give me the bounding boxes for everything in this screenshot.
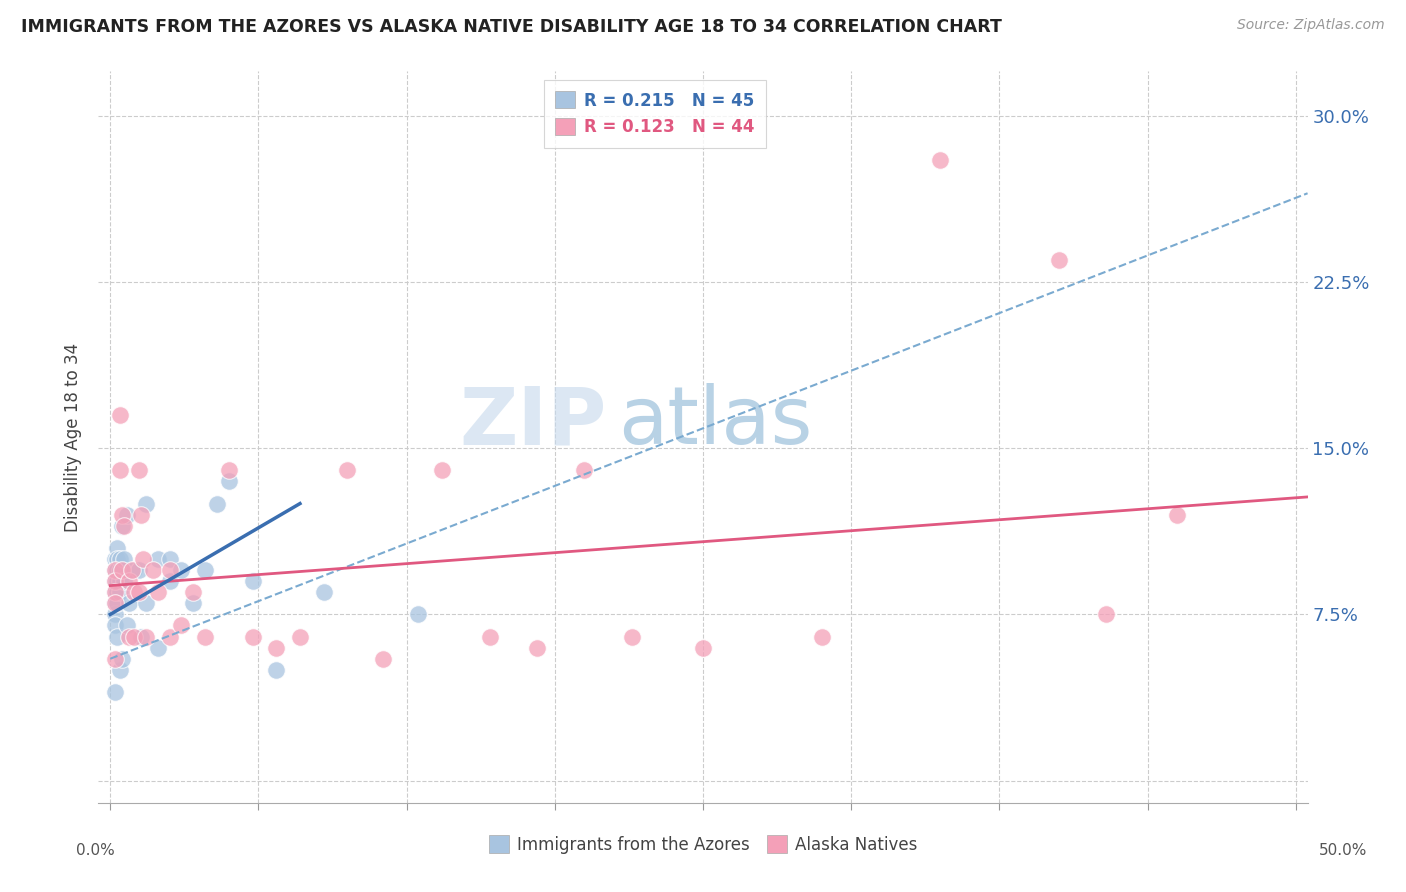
Point bbox=[181, 596, 204, 610]
Point bbox=[478, 630, 501, 644]
Point bbox=[114, 574, 136, 589]
Point bbox=[128, 563, 150, 577]
Text: 0.0%: 0.0% bbox=[76, 843, 115, 858]
Point bbox=[122, 563, 145, 577]
Point bbox=[105, 585, 128, 599]
Point bbox=[105, 574, 128, 589]
Text: ZIP: ZIP bbox=[458, 384, 606, 461]
Point bbox=[408, 607, 430, 622]
Point bbox=[620, 630, 643, 644]
Point bbox=[104, 585, 127, 599]
Point bbox=[122, 585, 145, 599]
Text: 50.0%: 50.0% bbox=[1319, 843, 1367, 858]
Point bbox=[115, 618, 138, 632]
Point bbox=[104, 685, 127, 699]
Point bbox=[132, 552, 155, 566]
Point bbox=[104, 585, 127, 599]
Point bbox=[242, 574, 264, 589]
Point bbox=[104, 596, 127, 610]
Point bbox=[111, 563, 134, 577]
Point bbox=[194, 563, 217, 577]
Point bbox=[122, 630, 145, 644]
Point bbox=[104, 552, 127, 566]
Point bbox=[104, 563, 127, 577]
Point bbox=[115, 508, 138, 522]
Point bbox=[810, 630, 832, 644]
Point bbox=[105, 563, 128, 577]
Point bbox=[105, 552, 128, 566]
Point bbox=[159, 630, 181, 644]
Point bbox=[526, 640, 548, 655]
Point bbox=[104, 607, 127, 622]
Point bbox=[108, 574, 131, 589]
Point bbox=[135, 630, 157, 644]
Point bbox=[111, 651, 134, 665]
Point bbox=[264, 640, 287, 655]
Point bbox=[108, 463, 131, 477]
Point bbox=[108, 663, 131, 677]
Point bbox=[108, 552, 131, 566]
Point bbox=[111, 508, 134, 522]
Point bbox=[1166, 508, 1188, 522]
Point bbox=[181, 585, 204, 599]
Point bbox=[432, 463, 454, 477]
Text: IMMIGRANTS FROM THE AZORES VS ALASKA NATIVE DISABILITY AGE 18 TO 34 CORRELATION : IMMIGRANTS FROM THE AZORES VS ALASKA NAT… bbox=[21, 18, 1002, 36]
Point bbox=[111, 518, 134, 533]
Point bbox=[336, 463, 359, 477]
Point bbox=[129, 630, 152, 644]
Point bbox=[121, 563, 143, 577]
Point bbox=[108, 408, 131, 422]
Point bbox=[105, 630, 128, 644]
Text: atlas: atlas bbox=[619, 384, 813, 461]
Point bbox=[128, 463, 150, 477]
Y-axis label: Disability Age 18 to 34: Disability Age 18 to 34 bbox=[65, 343, 83, 532]
Point bbox=[159, 563, 181, 577]
Point bbox=[1047, 252, 1070, 267]
Point bbox=[108, 563, 131, 577]
Point bbox=[288, 630, 311, 644]
Point bbox=[104, 618, 127, 632]
Point bbox=[104, 574, 127, 589]
Point bbox=[170, 618, 193, 632]
Point bbox=[312, 585, 335, 599]
Point bbox=[218, 475, 240, 489]
Point bbox=[146, 585, 169, 599]
Point bbox=[146, 640, 169, 655]
Point bbox=[118, 574, 141, 589]
Point bbox=[242, 630, 264, 644]
Point bbox=[574, 463, 596, 477]
Point bbox=[218, 463, 240, 477]
Point bbox=[135, 596, 157, 610]
Point bbox=[104, 574, 127, 589]
Point bbox=[114, 552, 136, 566]
Point bbox=[104, 596, 127, 610]
Point bbox=[118, 596, 141, 610]
Point bbox=[205, 497, 228, 511]
Point bbox=[105, 596, 128, 610]
Point bbox=[135, 497, 157, 511]
Point bbox=[371, 651, 394, 665]
Point bbox=[105, 541, 128, 555]
Point bbox=[108, 585, 131, 599]
Point bbox=[159, 552, 181, 566]
Point bbox=[128, 585, 150, 599]
Text: Source: ZipAtlas.com: Source: ZipAtlas.com bbox=[1237, 18, 1385, 32]
Point bbox=[114, 518, 136, 533]
Point bbox=[1095, 607, 1118, 622]
Point bbox=[104, 651, 127, 665]
Point bbox=[142, 563, 165, 577]
Legend: Immigrants from the Azores, Alaska Natives: Immigrants from the Azores, Alaska Nativ… bbox=[482, 829, 924, 860]
Point bbox=[146, 552, 169, 566]
Point bbox=[129, 508, 152, 522]
Point bbox=[118, 630, 141, 644]
Point bbox=[929, 153, 952, 167]
Point bbox=[170, 563, 193, 577]
Point bbox=[194, 630, 217, 644]
Point bbox=[104, 563, 127, 577]
Point bbox=[159, 574, 181, 589]
Point bbox=[692, 640, 714, 655]
Point bbox=[264, 663, 287, 677]
